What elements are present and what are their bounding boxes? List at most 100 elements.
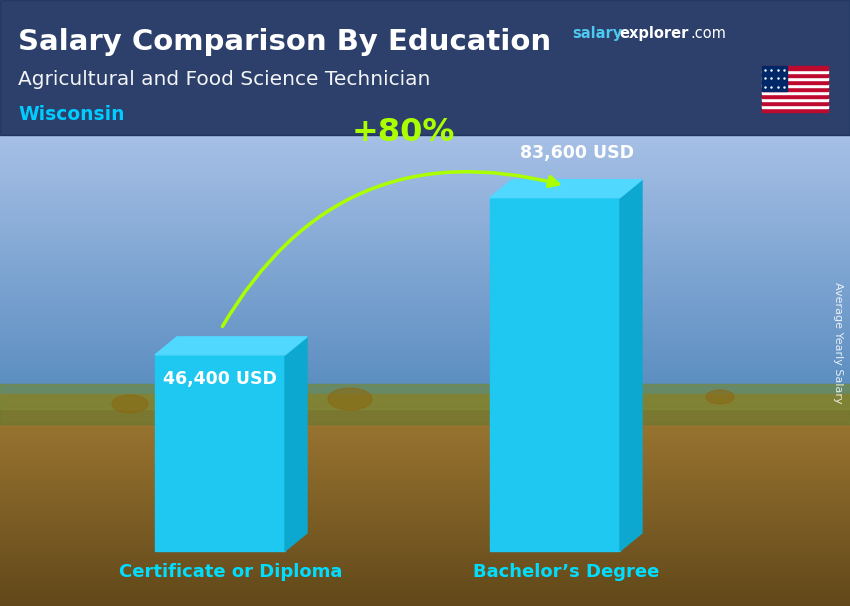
Bar	[0, 186, 850, 187]
Bar	[0, 303, 850, 304]
Bar	[0, 547, 850, 548]
Bar	[0, 190, 850, 191]
Bar	[0, 461, 850, 462]
Bar	[0, 502, 850, 503]
Bar	[0, 600, 850, 601]
Bar	[0, 358, 850, 359]
Bar	[0, 147, 850, 148]
Bar	[0, 290, 850, 291]
Bar	[0, 455, 850, 456]
Bar	[0, 555, 850, 556]
Bar	[0, 556, 850, 557]
Bar	[0, 546, 850, 547]
Bar	[0, 284, 850, 285]
Bar	[0, 447, 850, 448]
Bar	[0, 529, 850, 530]
Bar	[0, 438, 850, 439]
Bar	[0, 384, 850, 385]
Bar	[0, 222, 850, 223]
Bar	[0, 355, 850, 356]
Bar	[0, 584, 850, 585]
Bar	[0, 532, 850, 533]
Bar	[0, 244, 850, 245]
Bar	[0, 272, 850, 273]
Bar	[0, 412, 850, 413]
Text: Salary Comparison By Education: Salary Comparison By Education	[18, 28, 551, 56]
Bar	[0, 592, 850, 593]
Bar	[0, 198, 850, 199]
Bar	[0, 372, 850, 373]
Bar	[0, 260, 850, 261]
Bar	[0, 231, 850, 232]
Bar	[0, 181, 850, 182]
Bar	[0, 388, 850, 389]
Bar	[762, 98, 828, 101]
Bar	[0, 513, 850, 514]
Bar	[0, 326, 850, 327]
Bar	[0, 152, 850, 153]
Bar	[0, 151, 850, 152]
Bar	[0, 214, 850, 215]
Bar	[0, 519, 850, 520]
Bar	[0, 265, 850, 266]
Bar	[0, 264, 850, 265]
Bar	[0, 564, 850, 565]
Bar	[0, 517, 850, 518]
Bar	[0, 257, 850, 258]
Bar	[762, 66, 828, 70]
Polygon shape	[620, 179, 642, 551]
Bar	[0, 413, 850, 414]
Text: Certificate or Diploma: Certificate or Diploma	[119, 563, 343, 581]
Bar	[0, 577, 850, 578]
Bar	[0, 155, 850, 156]
Bar	[0, 282, 850, 283]
Bar	[0, 337, 850, 338]
Bar	[0, 362, 850, 363]
Bar	[0, 463, 850, 464]
Bar	[0, 315, 850, 316]
Bar	[0, 277, 850, 278]
Bar	[0, 416, 850, 417]
Ellipse shape	[112, 395, 148, 413]
Bar	[0, 585, 850, 586]
Bar	[0, 574, 850, 575]
Bar	[0, 248, 850, 249]
Bar	[0, 345, 850, 346]
Bar	[0, 327, 850, 328]
Bar	[0, 428, 850, 429]
Bar	[0, 451, 850, 452]
Bar	[0, 251, 850, 252]
Bar	[0, 375, 850, 376]
Bar	[0, 560, 850, 561]
Bar	[0, 562, 850, 563]
Bar	[0, 446, 850, 447]
Bar	[0, 283, 850, 284]
Bar	[0, 422, 850, 423]
Bar	[0, 168, 850, 169]
Bar	[0, 490, 850, 491]
Bar	[0, 330, 850, 331]
Bar	[0, 396, 850, 397]
Bar	[0, 191, 850, 192]
Bar	[762, 66, 787, 91]
Bar	[0, 253, 850, 254]
Bar	[0, 559, 850, 560]
Bar	[0, 254, 850, 255]
Bar	[0, 534, 850, 535]
Bar	[0, 535, 850, 536]
Bar	[0, 223, 850, 224]
Bar	[0, 311, 850, 312]
Bar	[0, 304, 850, 305]
Bar	[0, 359, 850, 360]
Bar	[0, 406, 850, 407]
Bar	[0, 184, 850, 185]
Bar	[0, 505, 850, 506]
Bar	[0, 203, 850, 204]
Bar	[0, 397, 850, 398]
Bar	[0, 436, 850, 437]
Bar	[0, 230, 850, 231]
Bar	[0, 409, 850, 410]
Bar	[0, 549, 850, 550]
Bar	[0, 537, 850, 538]
Bar	[0, 200, 850, 201]
